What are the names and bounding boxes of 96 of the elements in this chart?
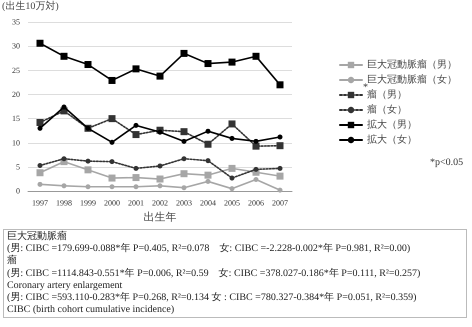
point — [278, 166, 282, 171]
text: (男: CIBC =593.110-0.283*年 P=0.268, R²=0.134 女 : CIBC =780.327-0.384*年 P=0.051, R²=0.359) — [7, 292, 418, 304]
point — [230, 176, 234, 181]
point — [60, 52, 68, 60]
x-tick-label: 2001 — [128, 198, 144, 208]
point — [180, 50, 188, 57]
x-tick-label: 2005 — [224, 198, 240, 208]
point — [38, 126, 42, 131]
x-tick-label: 2000 — [104, 198, 120, 208]
x-tick-label: 1997 — [32, 198, 48, 208]
point — [36, 40, 44, 47]
legend-label: 拡大（男） — [367, 118, 417, 130]
point — [84, 61, 92, 68]
point — [276, 142, 284, 150]
point — [86, 184, 90, 190]
text: CIBC (birth cohort cumulative incidence) — [7, 304, 176, 316]
point — [62, 156, 66, 162]
x-tick-label: 2006 — [248, 198, 264, 208]
point — [36, 118, 44, 126]
text: *p<0.05 — [430, 157, 464, 168]
point — [276, 172, 284, 180]
point — [254, 166, 258, 172]
x-tick-label: 2007 — [272, 198, 288, 208]
text: 巨大冠動脈瘤 — [7, 231, 68, 243]
y-axis-title: (出生10万対) — [2, 1, 59, 13]
point — [278, 134, 282, 140]
legend-label: 瘤（男） — [367, 88, 407, 100]
point — [252, 52, 260, 60]
point — [108, 76, 116, 84]
y-tick-label: 30 — [12, 42, 20, 51]
point — [204, 172, 212, 179]
point — [110, 140, 114, 145]
point — [180, 170, 188, 178]
point — [110, 184, 114, 190]
point — [86, 158, 90, 164]
point — [158, 163, 162, 168]
point — [182, 185, 186, 190]
point — [228, 58, 236, 66]
point — [38, 162, 42, 168]
point — [254, 177, 258, 182]
point — [84, 166, 92, 174]
point — [276, 81, 284, 88]
point — [132, 65, 140, 72]
y-tick-label: 35 — [12, 18, 20, 26]
point — [204, 140, 212, 148]
text: (男: CIBC =179.699-0.088*年 P=0.405, R²=0.078 女: CIBC =-2.228-0.002*年 P=0.981, R²=0.00) — [7, 243, 412, 254]
point — [134, 184, 138, 190]
y-tick-label: 0 — [16, 186, 20, 196]
point — [206, 158, 210, 164]
point — [254, 138, 258, 144]
point — [108, 174, 116, 182]
point — [158, 130, 162, 135]
point — [132, 131, 140, 138]
point — [228, 164, 236, 172]
point — [252, 142, 260, 150]
x-tick-label: 2004 — [200, 198, 216, 208]
y-tick-label: 10 — [12, 138, 20, 148]
point — [278, 188, 282, 193]
point — [62, 104, 66, 110]
point — [230, 186, 234, 192]
point — [134, 166, 138, 171]
text: (男: CIBC =1114.843-0.551*年 P=0.006, R²=0.59 女: CIBC =378.027-0.186*年 P=0.111, R²=0.257) — [7, 268, 422, 280]
point — [156, 72, 164, 80]
point — [108, 115, 116, 122]
point — [36, 169, 44, 176]
x-tick-label: 2002 — [152, 198, 168, 208]
text: 瘤 — [7, 255, 18, 268]
point — [228, 120, 236, 128]
y-tick-label: 15 — [12, 114, 20, 124]
point — [62, 183, 66, 188]
point — [182, 138, 186, 144]
text: Coronary artery enlargement — [7, 280, 124, 292]
point — [206, 178, 210, 184]
text: * — [363, 82, 368, 93]
point — [132, 174, 140, 182]
point — [38, 182, 42, 187]
legend-label: 拡大（女） — [367, 134, 417, 146]
point — [230, 136, 234, 141]
legend-label: 巨大冠動脈瘤（女） — [367, 74, 457, 86]
y-tick-label: 25 — [12, 66, 20, 75]
x-tick-label: 2003 — [176, 198, 192, 208]
x-tick-label: 1999 — [80, 198, 96, 208]
point — [158, 183, 162, 188]
x-axis-title: 出生年 — [144, 210, 176, 224]
point — [206, 128, 210, 134]
point — [134, 122, 138, 128]
point — [156, 176, 164, 183]
x-tick-label: 1998 — [56, 198, 72, 208]
point — [180, 128, 188, 136]
point — [204, 60, 212, 68]
y-tick-label: 5 — [16, 162, 20, 172]
y-tick-label: 20 — [12, 90, 20, 99]
point — [110, 159, 114, 164]
legend-label: 巨大冠動脈瘤（男） — [367, 58, 457, 70]
point — [182, 156, 186, 162]
legend-label: 瘤（女） — [367, 104, 407, 116]
